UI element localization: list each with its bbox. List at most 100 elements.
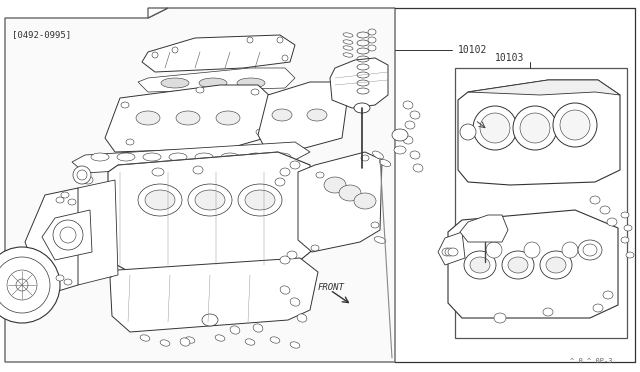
Polygon shape [25, 188, 78, 295]
Ellipse shape [297, 314, 307, 322]
Ellipse shape [251, 89, 259, 95]
Ellipse shape [562, 242, 578, 258]
Polygon shape [138, 68, 295, 92]
Polygon shape [42, 210, 92, 260]
Ellipse shape [152, 168, 164, 176]
Ellipse shape [343, 53, 353, 57]
Ellipse shape [287, 251, 297, 259]
Polygon shape [108, 152, 315, 275]
Ellipse shape [195, 153, 213, 161]
Ellipse shape [237, 78, 265, 88]
Ellipse shape [83, 176, 93, 184]
Ellipse shape [152, 52, 158, 58]
Ellipse shape [215, 335, 225, 341]
Ellipse shape [403, 136, 413, 144]
Ellipse shape [56, 197, 64, 203]
Text: [0492-0995]: [0492-0995] [12, 30, 71, 39]
Ellipse shape [0, 247, 60, 323]
Text: 10103: 10103 [495, 53, 524, 63]
Ellipse shape [372, 151, 383, 159]
Ellipse shape [280, 256, 290, 264]
Ellipse shape [275, 178, 285, 186]
Ellipse shape [195, 190, 225, 210]
Ellipse shape [117, 153, 135, 161]
Ellipse shape [578, 240, 602, 260]
Polygon shape [105, 85, 272, 152]
Ellipse shape [216, 111, 240, 125]
Polygon shape [142, 35, 295, 72]
Text: FRONT: FRONT [318, 283, 345, 292]
Ellipse shape [553, 103, 597, 147]
Text: ^ 0 ^ 0P-3: ^ 0 ^ 0P-3 [570, 358, 612, 364]
Ellipse shape [202, 314, 218, 326]
Ellipse shape [410, 111, 420, 119]
Ellipse shape [290, 298, 300, 306]
Ellipse shape [253, 324, 263, 332]
Ellipse shape [91, 153, 109, 161]
Ellipse shape [368, 29, 376, 35]
Ellipse shape [277, 37, 283, 43]
Ellipse shape [247, 37, 253, 43]
Ellipse shape [354, 103, 370, 113]
Ellipse shape [136, 111, 160, 125]
Ellipse shape [626, 252, 634, 258]
Ellipse shape [196, 87, 204, 93]
Ellipse shape [273, 153, 291, 161]
Ellipse shape [593, 304, 603, 312]
Ellipse shape [480, 113, 510, 143]
Ellipse shape [126, 139, 134, 145]
Ellipse shape [524, 242, 540, 258]
Ellipse shape [221, 153, 239, 161]
Ellipse shape [583, 244, 597, 256]
Ellipse shape [143, 153, 161, 161]
Ellipse shape [188, 184, 232, 216]
Polygon shape [330, 58, 388, 108]
Ellipse shape [68, 199, 76, 205]
Ellipse shape [199, 78, 227, 88]
Ellipse shape [343, 40, 353, 44]
Ellipse shape [7, 270, 37, 300]
Ellipse shape [361, 155, 369, 161]
Polygon shape [298, 152, 382, 252]
Ellipse shape [161, 78, 189, 88]
Polygon shape [438, 232, 465, 265]
Ellipse shape [600, 206, 610, 214]
Ellipse shape [546, 257, 566, 273]
Ellipse shape [354, 193, 376, 209]
Ellipse shape [282, 55, 288, 61]
Ellipse shape [193, 166, 203, 174]
Bar [455, 68, 627, 338]
Ellipse shape [53, 220, 83, 250]
Ellipse shape [60, 227, 76, 243]
Ellipse shape [138, 184, 182, 216]
Polygon shape [72, 142, 310, 173]
Ellipse shape [180, 338, 190, 346]
Ellipse shape [280, 168, 290, 176]
Ellipse shape [508, 257, 528, 273]
Ellipse shape [121, 102, 129, 108]
Polygon shape [460, 215, 508, 242]
Ellipse shape [145, 190, 175, 210]
Ellipse shape [77, 170, 87, 180]
Polygon shape [448, 210, 618, 318]
Ellipse shape [343, 33, 353, 37]
Ellipse shape [410, 151, 420, 159]
Ellipse shape [0, 257, 50, 313]
Ellipse shape [290, 342, 300, 348]
Ellipse shape [245, 190, 275, 210]
Ellipse shape [403, 101, 413, 109]
Ellipse shape [352, 169, 372, 181]
Ellipse shape [140, 335, 150, 341]
Ellipse shape [413, 164, 423, 172]
Ellipse shape [245, 339, 255, 345]
Polygon shape [458, 80, 620, 185]
Ellipse shape [230, 326, 240, 334]
Polygon shape [258, 82, 348, 148]
Ellipse shape [540, 251, 572, 279]
Ellipse shape [160, 340, 170, 346]
Ellipse shape [56, 275, 64, 281]
Ellipse shape [290, 161, 300, 169]
Ellipse shape [486, 242, 502, 258]
Ellipse shape [316, 172, 324, 178]
Ellipse shape [280, 286, 290, 294]
